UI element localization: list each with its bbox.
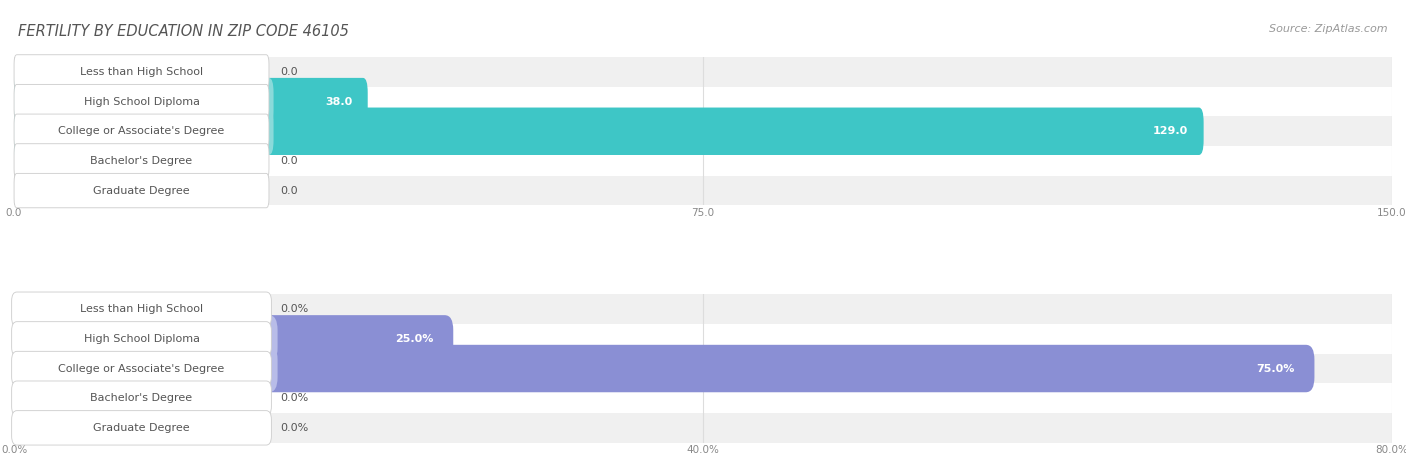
Text: High School Diploma: High School Diploma bbox=[83, 334, 200, 344]
Text: 129.0: 129.0 bbox=[1153, 126, 1188, 136]
FancyBboxPatch shape bbox=[10, 108, 274, 155]
Text: 0.0%: 0.0% bbox=[280, 423, 308, 433]
Text: 0.0: 0.0 bbox=[280, 156, 298, 166]
Text: High School Diploma: High School Diploma bbox=[83, 97, 200, 107]
Bar bbox=[14, 146, 1392, 176]
FancyBboxPatch shape bbox=[6, 345, 277, 392]
FancyBboxPatch shape bbox=[6, 345, 1315, 392]
Text: Less than High School: Less than High School bbox=[80, 67, 202, 77]
FancyBboxPatch shape bbox=[6, 315, 453, 363]
FancyBboxPatch shape bbox=[14, 84, 269, 119]
Bar bbox=[14, 354, 1392, 383]
Text: Bachelor's Degree: Bachelor's Degree bbox=[90, 156, 193, 166]
Bar bbox=[14, 383, 1392, 413]
FancyBboxPatch shape bbox=[14, 114, 269, 149]
Text: Bachelor's Degree: Bachelor's Degree bbox=[90, 393, 193, 403]
Text: Graduate Degree: Graduate Degree bbox=[93, 186, 190, 196]
FancyBboxPatch shape bbox=[11, 292, 271, 327]
FancyBboxPatch shape bbox=[6, 315, 277, 363]
Bar bbox=[14, 294, 1392, 324]
Text: 0.0%: 0.0% bbox=[280, 393, 308, 403]
Bar bbox=[14, 57, 1392, 87]
Text: College or Associate's Degree: College or Associate's Degree bbox=[59, 126, 225, 136]
Text: 0.0: 0.0 bbox=[280, 67, 298, 77]
Text: 75.0%: 75.0% bbox=[1257, 364, 1295, 374]
Text: FERTILITY BY EDUCATION IN ZIP CODE 46105: FERTILITY BY EDUCATION IN ZIP CODE 46105 bbox=[18, 24, 349, 39]
FancyBboxPatch shape bbox=[10, 78, 274, 125]
FancyBboxPatch shape bbox=[11, 351, 271, 386]
Text: Graduate Degree: Graduate Degree bbox=[93, 423, 190, 433]
Text: Source: ZipAtlas.com: Source: ZipAtlas.com bbox=[1270, 24, 1388, 34]
Text: 0.0%: 0.0% bbox=[280, 304, 308, 314]
Bar bbox=[14, 413, 1392, 443]
Text: 0.0: 0.0 bbox=[280, 186, 298, 196]
Text: 38.0: 38.0 bbox=[325, 97, 352, 107]
Bar bbox=[14, 117, 1392, 146]
FancyBboxPatch shape bbox=[14, 173, 269, 208]
FancyBboxPatch shape bbox=[10, 78, 368, 125]
FancyBboxPatch shape bbox=[14, 55, 269, 89]
Bar bbox=[14, 324, 1392, 354]
Text: 25.0%: 25.0% bbox=[395, 334, 433, 344]
FancyBboxPatch shape bbox=[14, 144, 269, 178]
FancyBboxPatch shape bbox=[11, 381, 271, 416]
Text: College or Associate's Degree: College or Associate's Degree bbox=[59, 364, 225, 374]
FancyBboxPatch shape bbox=[11, 322, 271, 356]
FancyBboxPatch shape bbox=[10, 108, 1204, 155]
Bar bbox=[14, 87, 1392, 117]
Text: Less than High School: Less than High School bbox=[80, 304, 202, 314]
Bar bbox=[14, 176, 1392, 206]
FancyBboxPatch shape bbox=[11, 411, 271, 445]
